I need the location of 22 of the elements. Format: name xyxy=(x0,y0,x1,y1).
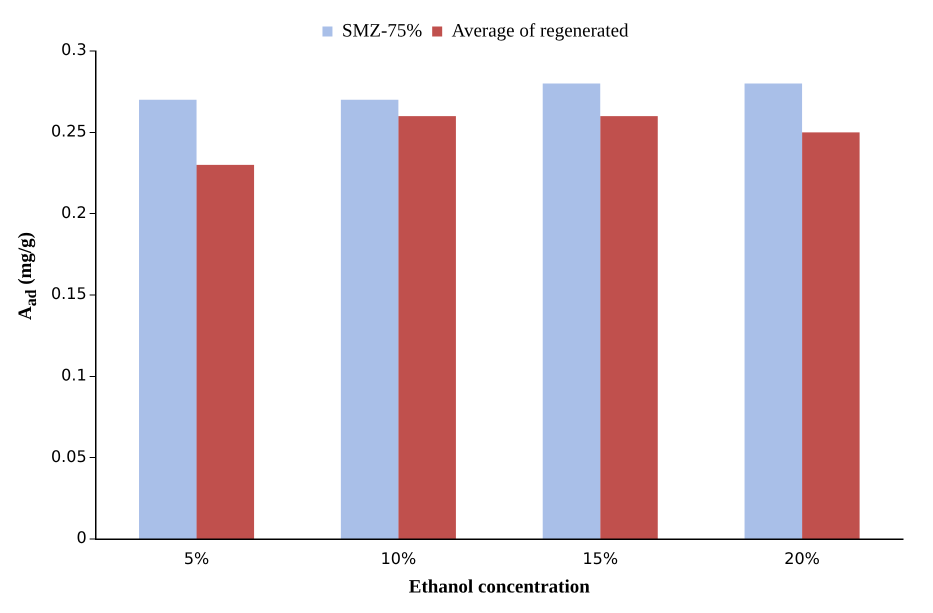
y-tick-label: 0 xyxy=(76,528,87,548)
bar xyxy=(340,100,398,538)
bar xyxy=(802,132,860,538)
bar xyxy=(139,100,197,538)
x-tick-label: 20% xyxy=(784,548,820,568)
bar xyxy=(398,116,456,538)
x-axis-title: Ethanol concentration xyxy=(408,576,590,598)
bar xyxy=(600,116,658,538)
bar xyxy=(196,164,254,538)
bar xyxy=(744,84,802,538)
y-tick-label: 0.2 xyxy=(61,202,87,222)
y-tick-label: 0.3 xyxy=(61,40,87,60)
y-tick-label: 0.1 xyxy=(61,365,87,384)
x-tick-label: 15% xyxy=(582,548,618,568)
legend-label: SMZ-75% xyxy=(342,20,422,42)
x-tick-label: 5% xyxy=(184,548,210,568)
bar xyxy=(542,84,600,538)
y-tick-label: 0.15 xyxy=(51,284,87,304)
y-tick-label: 0.05 xyxy=(51,446,87,466)
y-tick-label: 0.25 xyxy=(51,121,87,140)
legend-label: Average of regenerated xyxy=(452,20,630,42)
x-tick-label: 10% xyxy=(380,548,416,568)
